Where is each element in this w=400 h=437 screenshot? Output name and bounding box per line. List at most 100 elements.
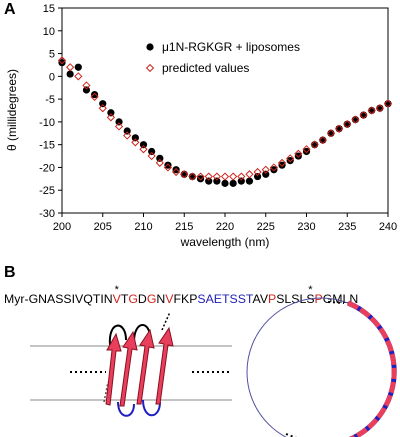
data-point bbox=[221, 179, 229, 187]
data-point bbox=[139, 141, 148, 149]
data-point bbox=[163, 163, 173, 172]
data-point bbox=[220, 172, 230, 181]
y-tick-label: 10 bbox=[43, 26, 55, 38]
data-point bbox=[57, 56, 67, 65]
data-point bbox=[99, 100, 107, 108]
x-tick-label: 200 bbox=[53, 221, 71, 233]
sequence-segment: P bbox=[315, 292, 323, 306]
y-tick-label: -30 bbox=[39, 208, 55, 220]
data-point bbox=[123, 127, 131, 135]
y-tick-label: -10 bbox=[39, 117, 55, 129]
data-point bbox=[213, 177, 221, 185]
legend-label: μ1N-RGKGR + liposomes bbox=[162, 40, 300, 54]
y-axis-label: θ (millidegrees) bbox=[5, 69, 19, 151]
data-point bbox=[359, 111, 368, 119]
data-point bbox=[286, 154, 295, 163]
sequence-segment: SAETSST bbox=[197, 292, 254, 306]
data-point bbox=[131, 134, 139, 142]
x-tick-label: 225 bbox=[257, 221, 275, 233]
x-tick-label: 240 bbox=[379, 221, 397, 233]
y-tick-label: -5 bbox=[45, 94, 55, 106]
data-point bbox=[245, 170, 254, 179]
data-point bbox=[82, 81, 91, 90]
data-point bbox=[254, 172, 262, 181]
sequence: Myr-GNASSIVQTINVTGDGNVFKPSAETSSTAVPSLSLS… bbox=[4, 292, 358, 306]
data-point bbox=[262, 170, 270, 178]
data-point bbox=[351, 115, 360, 124]
data-point bbox=[367, 106, 376, 115]
y-tick-label: 0 bbox=[49, 71, 55, 83]
sequence-segment: V bbox=[113, 292, 122, 306]
data-point bbox=[107, 109, 115, 117]
data-point bbox=[302, 147, 311, 156]
data-point bbox=[74, 63, 82, 71]
sequence-segment: T bbox=[121, 292, 129, 306]
sequence-note: * bbox=[115, 284, 120, 296]
sequence-note: * bbox=[308, 284, 313, 296]
data-point bbox=[302, 145, 311, 154]
data-point bbox=[376, 104, 384, 112]
data-point bbox=[147, 151, 156, 161]
data-point bbox=[123, 131, 132, 140]
data-point bbox=[327, 129, 335, 137]
data-point bbox=[66, 63, 75, 72]
data-point bbox=[237, 177, 245, 185]
data-point bbox=[334, 124, 344, 133]
data-point bbox=[343, 120, 351, 128]
data-point bbox=[319, 136, 327, 144]
sequence-segment: V bbox=[165, 292, 174, 306]
data-point bbox=[343, 120, 352, 129]
sequence-segment: FKP bbox=[173, 292, 197, 306]
data-point bbox=[277, 158, 287, 167]
x-tick-label: 230 bbox=[297, 221, 315, 233]
data-point bbox=[270, 166, 278, 174]
panel-label: B bbox=[4, 264, 16, 281]
data-point bbox=[139, 145, 148, 154]
data-point bbox=[90, 92, 99, 101]
vesicle-diagram bbox=[246, 297, 397, 437]
sequence-segment: P bbox=[268, 292, 276, 306]
data-point bbox=[359, 110, 368, 120]
data-point bbox=[196, 172, 205, 181]
data-point bbox=[310, 140, 319, 149]
sequence-segment: SLSL bbox=[276, 292, 306, 306]
legend-label: predicted values bbox=[162, 61, 249, 75]
data-point bbox=[172, 166, 180, 174]
data-point bbox=[245, 177, 254, 185]
data-point bbox=[82, 86, 91, 94]
data-point bbox=[237, 172, 246, 181]
data-point bbox=[383, 99, 393, 108]
y-tick-label: 5 bbox=[49, 49, 55, 61]
legend-marker bbox=[145, 63, 155, 73]
data-point bbox=[294, 152, 302, 160]
x-tick-label: 210 bbox=[134, 221, 152, 233]
y-tick-label: -20 bbox=[39, 162, 55, 174]
sequence-segment: G bbox=[128, 292, 138, 306]
data-point bbox=[326, 129, 336, 138]
y-tick-label: -15 bbox=[39, 140, 55, 152]
data-point bbox=[115, 118, 123, 126]
legend-marker bbox=[146, 43, 154, 51]
data-point bbox=[311, 141, 319, 149]
data-point bbox=[286, 157, 294, 165]
data-point bbox=[180, 170, 189, 179]
data-point bbox=[294, 149, 303, 158]
data-point bbox=[155, 158, 164, 167]
data-point bbox=[180, 170, 188, 178]
data-point bbox=[212, 172, 221, 181]
x-axis-label: wavelength (nm) bbox=[180, 235, 270, 249]
x-tick-label: 205 bbox=[94, 221, 112, 233]
data-point bbox=[318, 136, 327, 145]
x-tick-label: 215 bbox=[175, 221, 193, 233]
data-point bbox=[74, 72, 83, 81]
data-point bbox=[205, 177, 213, 185]
sequence-segment: G bbox=[147, 292, 157, 306]
data-point bbox=[375, 104, 384, 113]
data-point bbox=[66, 70, 74, 78]
data-point bbox=[229, 172, 238, 181]
data-point bbox=[269, 163, 279, 172]
x-tick-label: 220 bbox=[216, 221, 234, 233]
data-point bbox=[171, 167, 181, 177]
sequence-segment: Myr-GNASSIVQTIN bbox=[4, 292, 113, 306]
